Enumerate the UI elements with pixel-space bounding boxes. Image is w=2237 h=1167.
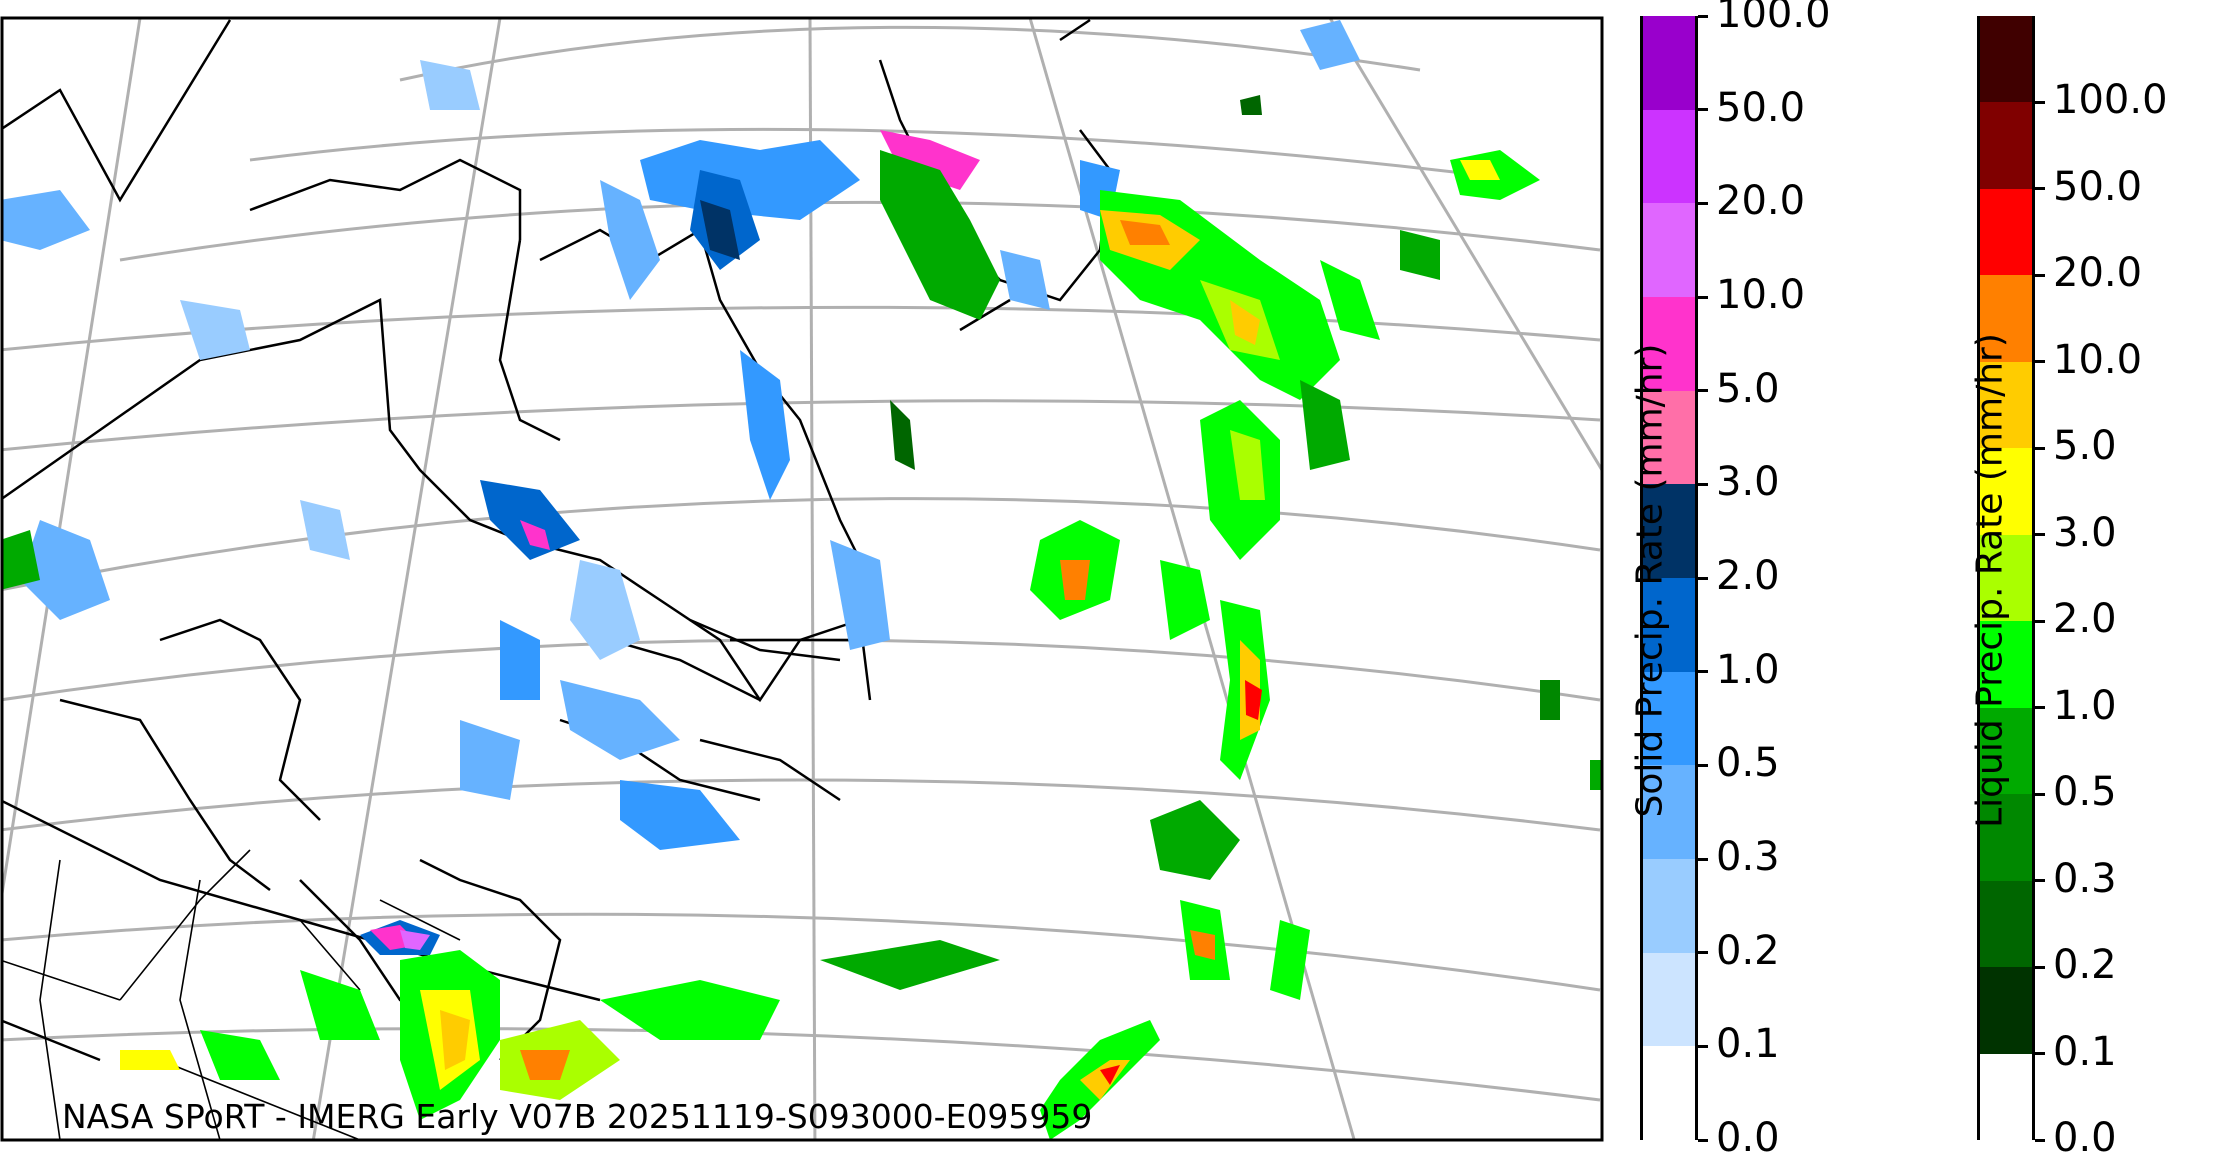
liquid-colorbar-segment [1980, 275, 2032, 362]
liquid-colorbar-tick-mark [2035, 187, 2045, 191]
solid-colorbar-tick-label: 10.0 [1716, 272, 1806, 318]
liquid-colorbar-tick-mark [2035, 533, 2045, 537]
liquid-colorbar-segment [1980, 448, 2032, 535]
solid-colorbar-tick-mark [1698, 14, 1708, 18]
liquid-colorbar-tick-mark [2035, 619, 2045, 623]
liquid-colorbar-tick-mark [2035, 273, 2045, 277]
solid-colorbar-tick-mark [1698, 108, 1708, 112]
solid-colorbar-segment [1643, 203, 1695, 297]
solid-colorbar-tick-label: 0.5 [1716, 740, 1780, 787]
precipitation-map[interactable] [0, 0, 1610, 1150]
liquid-colorbar-segment [1980, 16, 2032, 103]
liquid-colorbar-segment [1980, 794, 2032, 881]
solid-colorbar-tick-mark [1698, 670, 1708, 674]
liquid-colorbar-segment [1980, 534, 2032, 622]
liquid-precip-areas [2, 95, 1602, 1140]
liquid-colorbar-tick-label: 10.0 [2053, 336, 2143, 383]
solid-colorbar-tick-mark [1698, 951, 1708, 955]
solid-colorbar-tick-mark [1698, 201, 1708, 205]
solid-colorbar-tick-mark [1698, 295, 1708, 299]
solid-colorbar-tick-label: 3.0 [1716, 459, 1780, 506]
solid-colorbar-segment [1643, 952, 1695, 1047]
liquid-colorbar-segment [1980, 102, 2032, 189]
solid-colorbar-tick-label: 0.2 [1716, 927, 1780, 974]
liquid-colorbar-tick-mark [2035, 706, 2045, 710]
solid-colorbar-segment [1643, 578, 1695, 672]
liquid-colorbar-segment [1980, 880, 2032, 968]
solid-colorbar-segment [1643, 671, 1695, 766]
solid-colorbar-tick-label: 1.0 [1716, 646, 1780, 693]
liquid-colorbar-segment [1980, 188, 2032, 276]
solid-colorbar-tick-label: 100.0 [1716, 0, 1831, 37]
solid-colorbar-tick-mark [1698, 857, 1708, 861]
solid-colorbar-tick-label: 5.0 [1716, 365, 1780, 412]
liquid-colorbar-tick-mark [2035, 879, 2045, 883]
liquid-colorbar-tick-mark [2035, 1052, 2045, 1056]
liquid-colorbar-tick-label: 1.0 [2053, 682, 2117, 729]
solid-colorbar-segment [1643, 109, 1695, 204]
liquid-colorbar-tick-label: 2.0 [2053, 596, 2117, 643]
solid-precip-colorbar [1640, 16, 1698, 1140]
liquid-colorbar-tick-mark [2035, 1138, 2045, 1142]
liquid-colorbar-tick-mark [2035, 446, 2045, 450]
solid-colorbar-segment [1643, 765, 1695, 859]
liquid-colorbar-tick-mark [2035, 965, 2045, 969]
liquid-colorbar-segment [1980, 361, 2032, 449]
solid-colorbar-segment [1643, 16, 1695, 110]
solid-colorbar-segment [1643, 297, 1695, 391]
solid-colorbar-segment [1643, 859, 1695, 953]
liquid-colorbar-tick-label: 0.3 [2053, 855, 2117, 902]
solid-colorbar-tick-mark [1698, 389, 1708, 393]
solid-colorbar-segment [1643, 1046, 1695, 1140]
solid-colorbar-tick-label: 20.0 [1716, 178, 1806, 225]
liquid-colorbar-tick-label: 0.1 [2053, 1028, 2117, 1075]
liquid-colorbar-tick-label: 3.0 [2053, 509, 2117, 556]
solid-precip-colorbar-label: Solid Precip. Rate (mm/hr) [1629, 343, 1671, 818]
liquid-colorbar-segment [1980, 707, 2032, 795]
solid-colorbar-tick-label: 0.3 [1716, 834, 1780, 880]
solid-colorbar-tick-mark [1698, 482, 1708, 486]
liquid-colorbar-tick-mark [2035, 360, 2045, 364]
liquid-colorbar-segment [1980, 1053, 2032, 1140]
liquid-colorbar-tick-label: 50.0 [2053, 163, 2143, 210]
state-boundaries [2, 849, 461, 1140]
liquid-colorbar-segment [1980, 967, 2032, 1054]
solid-colorbar-segment [1643, 390, 1695, 485]
solid-colorbar-tick-label: 2.0 [1716, 553, 1780, 599]
solid-precip-areas [2, 20, 1360, 955]
liquid-colorbar-tick-label: 20.0 [2053, 250, 2143, 297]
liquid-precip-colorbar-label: Liquid Precip. Rate (mm/hr) [1969, 333, 2011, 828]
liquid-colorbar-tick-mark [2035, 792, 2045, 796]
credit-label: NASA SPoRT - IMERG Early V07B 20251119-S… [62, 1097, 1093, 1136]
solid-colorbar-segment [1643, 484, 1695, 578]
liquid-colorbar-tick-label: 100.0 [2053, 77, 2168, 124]
map-frame [0, 16, 1604, 1142]
solid-colorbar-tick-mark [1698, 1138, 1708, 1142]
solid-colorbar-tick-mark [1698, 1044, 1708, 1048]
liquid-colorbar-tick-mark [2035, 100, 2045, 104]
liquid-colorbar-tick-label: 5.0 [2053, 423, 2117, 470]
liquid-colorbar-segment [1980, 621, 2032, 708]
liquid-colorbar-tick-label: 0.2 [2053, 942, 2117, 989]
liquid-colorbar-tick-label: 0.0 [2053, 1115, 2117, 1161]
solid-colorbar-tick-mark [1698, 763, 1708, 767]
solid-colorbar-tick-label: 50.0 [1716, 84, 1806, 131]
solid-colorbar-tick-label: 0.1 [1716, 1021, 1780, 1068]
liquid-precip-colorbar [1977, 16, 2035, 1140]
solid-colorbar-tick-mark [1698, 576, 1708, 580]
solid-colorbar-tick-label: 0.0 [1716, 1115, 1780, 1161]
liquid-colorbar-tick-label: 0.5 [2053, 769, 2117, 816]
